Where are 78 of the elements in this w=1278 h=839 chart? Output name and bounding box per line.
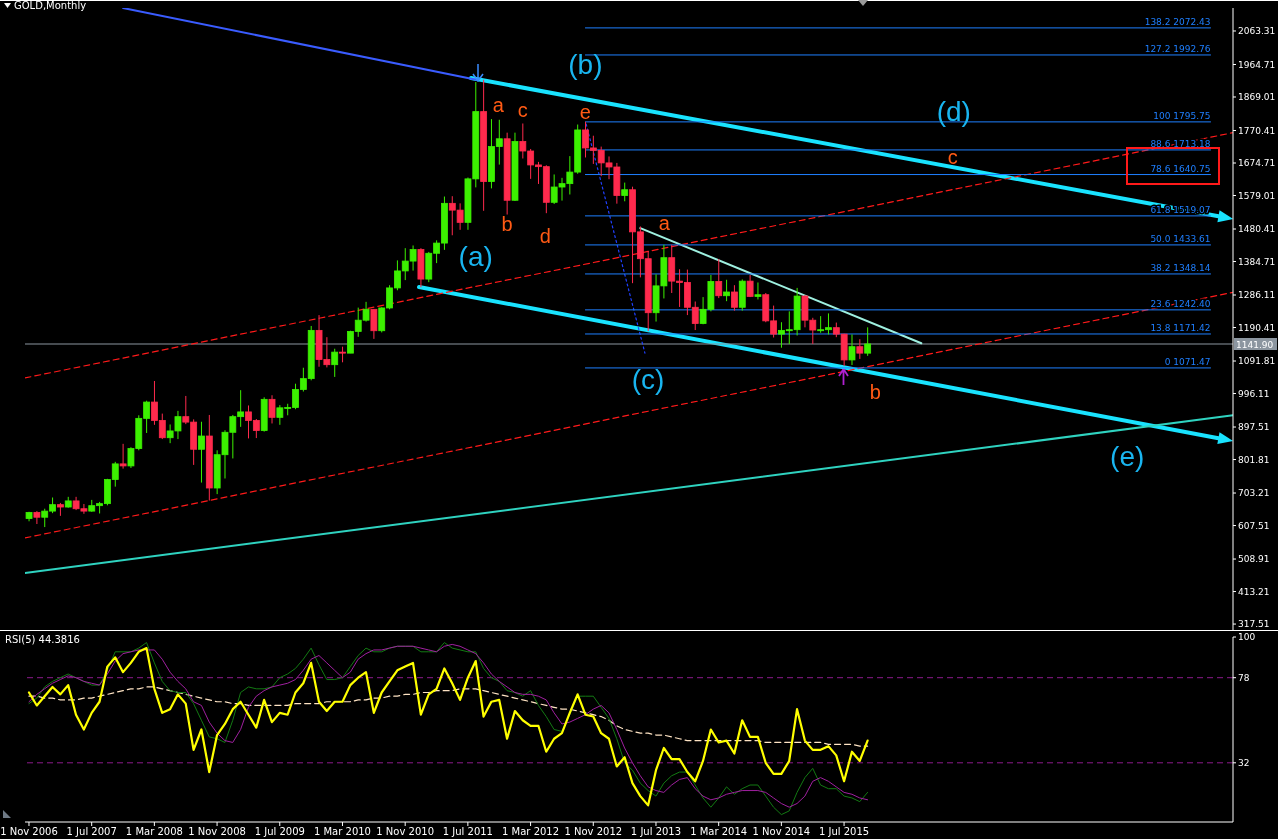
y-tick-label: 78: [1238, 672, 1250, 683]
y-tick-label: 100: [1238, 632, 1256, 643]
candlestick: [119, 443, 127, 470]
y-tick-label: 1286.11: [1238, 290, 1276, 301]
series-label: 78.6 1640.75: [1150, 163, 1211, 174]
y-tick-label: 1674.71: [1238, 158, 1276, 169]
chart-title: GOLD,Monthly: [14, 0, 87, 11]
x-tick-label: 1 Mar 2010: [313, 826, 371, 838]
x-tick-label: 1 Jul 2013: [630, 826, 682, 838]
annotation: b: [501, 213, 513, 235]
y-tick-label: 1579.01: [1238, 190, 1276, 201]
x-tick-label: 1 Nov 2014: [752, 826, 811, 838]
annotation: e: [579, 100, 591, 123]
y-tick-label: 1384.71: [1238, 256, 1276, 267]
candlestick: [715, 258, 723, 299]
annotation: d: [539, 225, 551, 247]
candlestick: [370, 308, 378, 340]
series-label: 127.2 1992.76: [1144, 43, 1211, 54]
annotation: a: [492, 94, 504, 116]
annotation: a: [658, 212, 671, 235]
annotation: (b): [568, 49, 603, 80]
series-label: 100 1795.75: [1153, 110, 1211, 121]
candlestick: [331, 348, 339, 378]
series-label: 0 1071.47: [1164, 356, 1211, 367]
annotation: c: [517, 99, 528, 121]
series-label: 138.2 2072.43: [1144, 16, 1211, 27]
y-tick-label: 607.51: [1238, 520, 1270, 531]
x-tick-label: 1 Mar 2014: [690, 826, 748, 838]
y-tick-label: 508.91: [1238, 554, 1270, 565]
candlestick: [723, 279, 730, 302]
y-tick-label: 2063.31: [1238, 26, 1276, 37]
annotation: (d): [936, 96, 971, 127]
x-tick-label: 1 Nov 2010: [376, 826, 435, 838]
x-tick-label: 1 Nov 2012: [564, 826, 623, 838]
x-tick-label: 1 Nov 2008: [188, 826, 246, 838]
x-tick-label: 1 Mar 2012: [502, 826, 560, 838]
y-tick-label: 801.81: [1238, 454, 1270, 465]
chart-title: RSI(5) 44.3816: [5, 634, 80, 645]
series-label: 61.8 1519.07: [1150, 204, 1211, 215]
candlestick: [864, 326, 872, 357]
line-series: [28, 686, 869, 747]
y-tick-label: 703.21: [1238, 488, 1270, 499]
ref-line-label: 1141.90: [1236, 340, 1274, 350]
y-tick-label: 413.21: [1238, 586, 1270, 597]
y-tick-label: 996.11: [1238, 388, 1270, 399]
y-tick-label: 897.51: [1238, 422, 1270, 433]
candlestick: [198, 421, 205, 484]
series-label: 23.6 1242.40: [1150, 298, 1211, 309]
annotation: c: [947, 146, 958, 168]
x-tick-label: 1 Jul 2009: [254, 826, 305, 838]
candlestick: [856, 338, 864, 360]
series-label: 38.2 1348.14: [1150, 262, 1211, 273]
annotation: b: [869, 381, 881, 403]
candlestick: [33, 510, 41, 525]
x-tick-label: 1 Jul 2007: [66, 826, 117, 838]
annotation: (a): [458, 241, 493, 272]
candlestick: [848, 333, 856, 366]
x-tick-label: 1 Jul 2015: [818, 826, 870, 838]
y-tick-label: 1770.41: [1238, 125, 1276, 136]
candlestick: [268, 394, 276, 424]
y-tick-label: 1091.81: [1238, 356, 1276, 367]
series-label: 50.0 1433.61: [1150, 233, 1211, 244]
candlestick: [754, 281, 762, 300]
annotation: (c): [631, 364, 665, 395]
x-tick-label: 1 Jul 2011: [442, 826, 493, 838]
candlestick: [731, 284, 738, 312]
y-tick-label: 1964.71: [1238, 59, 1276, 70]
y-tick-label: 317.51: [1238, 619, 1270, 630]
series-label: 13.8 1171.42: [1150, 322, 1211, 333]
annotation: (e): [1110, 441, 1145, 472]
x-tick-label: 1 Nov 2006: [0, 826, 58, 838]
candlestick: [621, 182, 629, 202]
y-tick-label: 1869.01: [1238, 92, 1276, 103]
y-tick-label: 1480.41: [1238, 224, 1276, 235]
series-label: 88.6 1713.18: [1150, 138, 1211, 149]
x-tick-label: 1 Mar 2008: [125, 826, 183, 838]
y-tick-label: 32: [1238, 757, 1250, 768]
y-tick-label: 1190.41: [1238, 322, 1276, 333]
